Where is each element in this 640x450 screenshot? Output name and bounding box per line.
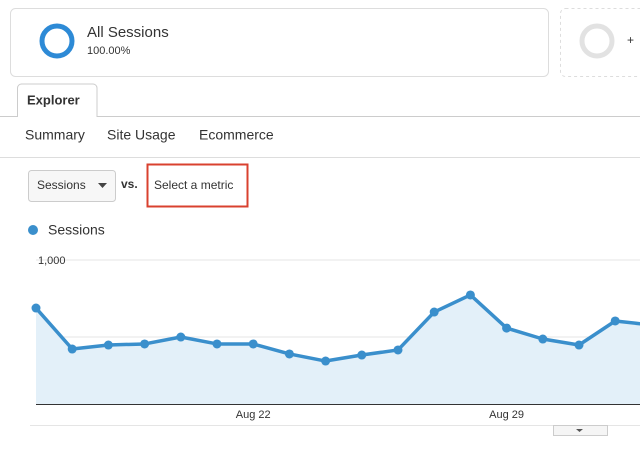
x-tick-label: Aug 22 xyxy=(236,409,271,421)
point xyxy=(176,332,186,342)
point xyxy=(212,339,222,349)
subtab[interactable]: Site Usage xyxy=(107,127,176,143)
dropdown-arrow xyxy=(98,183,107,188)
segment-name: All Sessions xyxy=(87,24,169,41)
point xyxy=(67,344,77,354)
legend-swatch xyxy=(28,225,38,235)
line xyxy=(34,293,640,363)
empty-donut xyxy=(579,23,615,59)
highlight-box xyxy=(146,163,249,208)
point xyxy=(502,323,512,333)
subtab[interactable]: Ecommerce xyxy=(199,127,274,143)
metric-name: Sessions xyxy=(37,178,86,192)
metric-dropdown[interactable] xyxy=(28,170,116,202)
select-metric[interactable]: Select a metric xyxy=(154,178,233,192)
vs-label: vs. xyxy=(121,177,138,191)
point xyxy=(538,334,548,344)
point xyxy=(140,339,150,349)
point xyxy=(574,340,584,350)
handle-arrow xyxy=(576,429,583,432)
x-tick-label: Aug 29 xyxy=(489,409,524,421)
plot xyxy=(31,290,640,404)
legend-label: Sessions xyxy=(48,222,105,238)
segment-share: 100.00% xyxy=(87,45,131,57)
point xyxy=(393,345,403,355)
tab-label[interactable]: Explorer xyxy=(27,92,80,107)
add-segment[interactable]: + xyxy=(627,33,634,47)
point xyxy=(321,356,331,366)
point xyxy=(31,303,41,313)
segment-card[interactable] xyxy=(10,8,549,77)
point xyxy=(465,290,475,300)
point xyxy=(248,339,258,349)
area xyxy=(36,294,640,404)
explorer-tab[interactable] xyxy=(17,83,98,117)
point xyxy=(610,316,620,326)
point xyxy=(429,307,439,317)
point xyxy=(103,340,113,350)
point xyxy=(284,349,294,359)
add-segment-card[interactable] xyxy=(560,8,640,77)
segment-donut xyxy=(39,23,75,59)
point xyxy=(357,350,367,360)
y-tick-label: 1,000 xyxy=(38,255,66,267)
subtab[interactable]: Summary xyxy=(25,127,85,143)
